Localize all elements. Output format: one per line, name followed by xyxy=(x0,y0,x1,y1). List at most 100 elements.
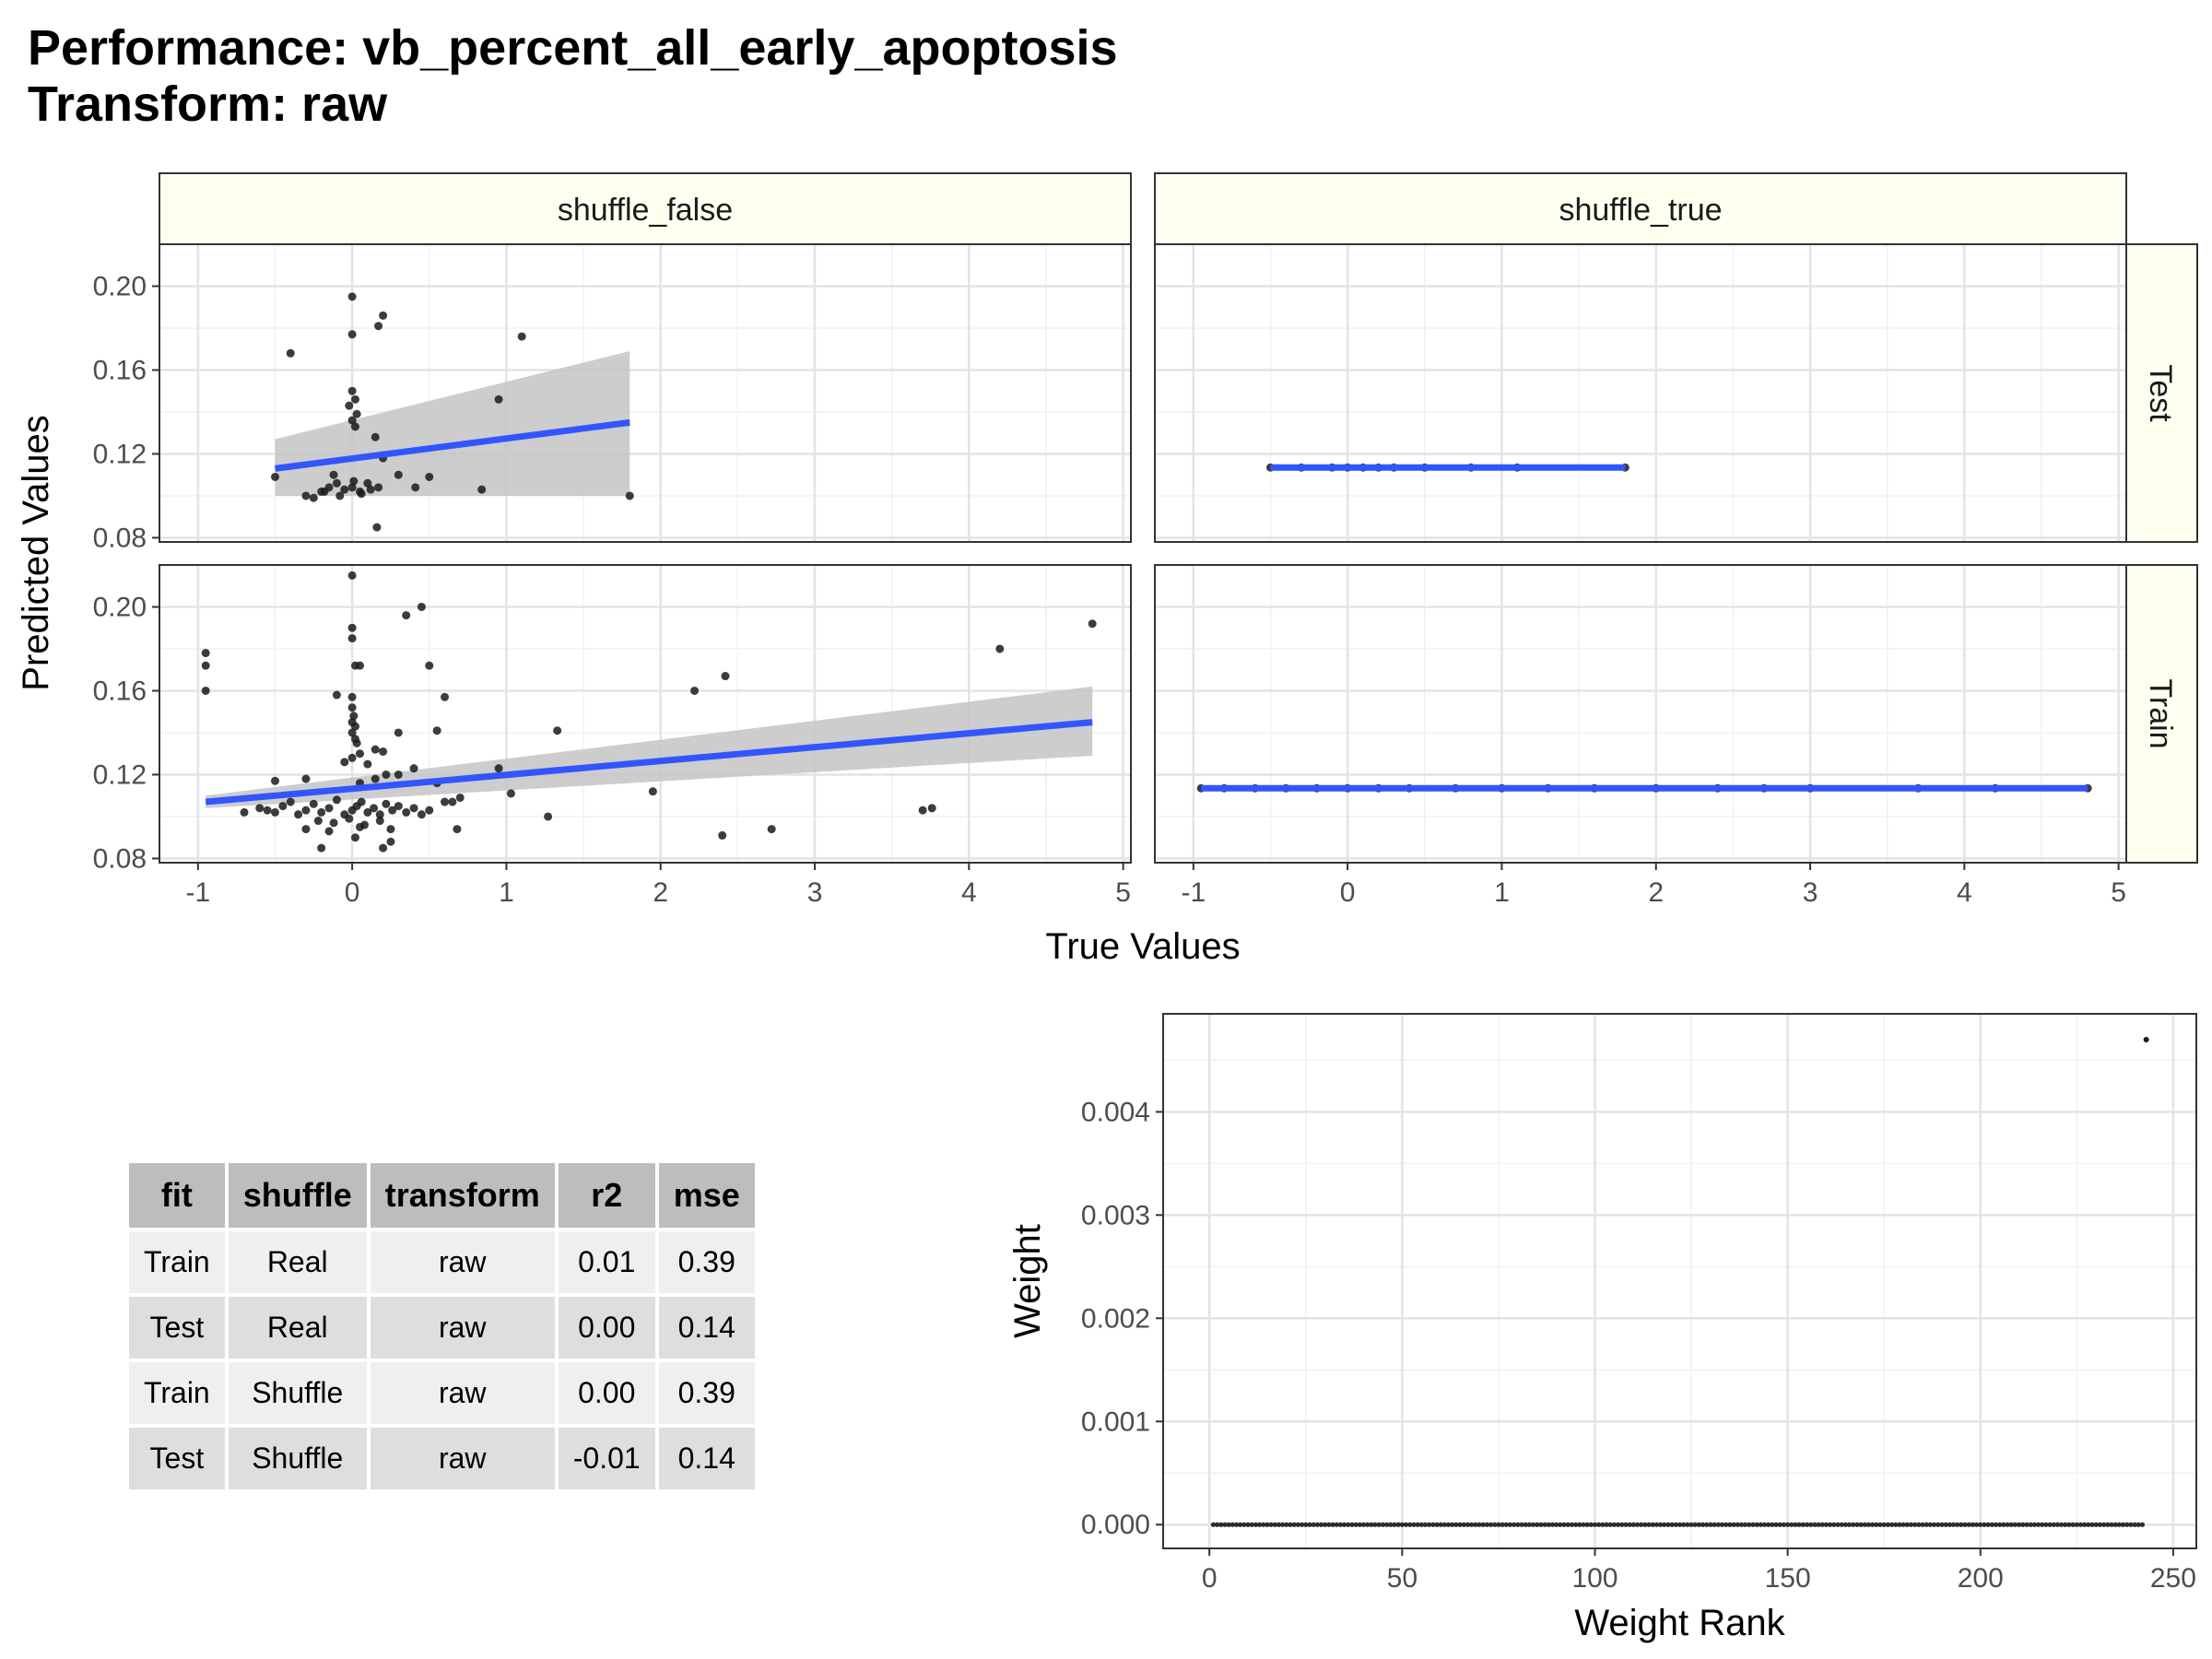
data-point xyxy=(350,833,359,842)
weight-point xyxy=(1908,1522,1914,1527)
weight-point xyxy=(2077,1522,2084,1527)
weight-point xyxy=(1469,1522,1475,1527)
data-point xyxy=(494,764,503,773)
weight-point xyxy=(1384,1522,1390,1527)
weight-point xyxy=(1226,1522,1231,1527)
weight-point xyxy=(1450,1522,1455,1527)
weight-point xyxy=(1430,1522,1436,1527)
weight-point xyxy=(1523,1522,1528,1527)
weight-point xyxy=(1477,1522,1482,1527)
weight-point xyxy=(1669,1522,1675,1527)
weight-point xyxy=(2035,1522,2041,1527)
table-cell: 0.00 xyxy=(558,1362,655,1424)
weight-point xyxy=(1688,1522,1694,1527)
x-tick-label: 4 xyxy=(1957,877,1972,908)
data-point xyxy=(625,491,634,500)
weight-point xyxy=(1970,1522,1975,1527)
weight-point xyxy=(1973,1522,1980,1527)
data-point xyxy=(374,483,383,492)
weight-point xyxy=(1238,1522,1243,1527)
table-cell: 0.39 xyxy=(658,1362,755,1424)
table-cell: 0.39 xyxy=(658,1231,755,1293)
weight-point xyxy=(1453,1522,1459,1527)
y-tick-label: 0.001 xyxy=(1081,1406,1150,1437)
data-point xyxy=(441,692,450,701)
x-tick-label: 2 xyxy=(1648,877,1664,908)
table-cell: Test xyxy=(129,1428,225,1489)
weight-point xyxy=(1388,1522,1394,1527)
data-point xyxy=(355,822,364,831)
table-cell: raw xyxy=(370,1362,555,1424)
weight-point xyxy=(2120,1522,2126,1527)
data-point xyxy=(417,602,426,611)
data-point xyxy=(309,799,318,808)
weight-point xyxy=(1554,1522,1559,1527)
weight-point xyxy=(1341,1522,1347,1527)
data-point xyxy=(372,523,382,532)
table-cell: raw xyxy=(370,1231,555,1293)
data-point xyxy=(363,759,372,769)
facet-strip-label: Test xyxy=(2143,364,2178,422)
weight-point xyxy=(1403,1522,1409,1527)
weight-point xyxy=(1812,1522,1818,1527)
data-point xyxy=(370,804,379,813)
weight-point xyxy=(1441,1522,1447,1527)
weight-point xyxy=(1581,1522,1586,1527)
data-point xyxy=(347,416,357,425)
weight-point xyxy=(1303,1522,1309,1527)
weight-point xyxy=(1519,1522,1524,1527)
weight-point xyxy=(2016,1522,2022,1527)
weight-point xyxy=(1747,1522,1752,1527)
data-point xyxy=(379,747,388,756)
weight-point xyxy=(1218,1522,1224,1527)
table-cell: 0.14 xyxy=(658,1428,755,1489)
weight-point xyxy=(2040,1522,2045,1527)
data-point xyxy=(201,649,210,658)
weight-point xyxy=(1422,1522,1429,1527)
data-point xyxy=(690,686,700,695)
weight-point xyxy=(2124,1522,2130,1527)
weight-point xyxy=(2031,1522,2037,1527)
weight-point xyxy=(1558,1522,1563,1527)
weight-point xyxy=(1411,1522,1417,1527)
chart-title: Performance: vb_percent_all_early_apopto… xyxy=(28,20,1118,76)
weight-point xyxy=(1230,1522,1235,1527)
facet-strip-label: shuffle_false xyxy=(558,193,733,228)
weight-point xyxy=(1897,1522,1902,1527)
weight-point xyxy=(1577,1522,1583,1527)
data-point xyxy=(309,493,318,502)
weight-point xyxy=(1210,1522,1216,1527)
table-cell: raw xyxy=(370,1297,555,1359)
x-tick-label: 4 xyxy=(961,877,977,908)
data-point xyxy=(347,330,357,339)
y-tick-label: 0.12 xyxy=(93,439,147,469)
weight-point xyxy=(2112,1522,2118,1527)
weight-point xyxy=(1978,1522,1983,1527)
weight-point xyxy=(1823,1522,1830,1527)
data-point xyxy=(320,487,329,496)
weight-point xyxy=(1727,1522,1733,1527)
weight-point xyxy=(1881,1522,1887,1527)
weight-point xyxy=(1959,1522,1964,1527)
data-point xyxy=(355,661,364,670)
weight-point xyxy=(1677,1522,1683,1527)
data-point xyxy=(349,712,359,721)
weight-point xyxy=(2059,1522,2065,1527)
weight-point xyxy=(1793,1522,1798,1527)
weight-point xyxy=(1376,1522,1382,1527)
weight-point xyxy=(1484,1522,1489,1527)
weight-point xyxy=(1588,1522,1594,1527)
weight-point xyxy=(1445,1522,1452,1527)
data-point xyxy=(324,804,334,813)
weight-point xyxy=(1685,1522,1690,1527)
data-point xyxy=(335,491,345,500)
weight-point xyxy=(2028,1522,2033,1527)
weight-point xyxy=(2074,1522,2079,1527)
weight-point xyxy=(1885,1522,1890,1527)
weight-point xyxy=(1457,1522,1463,1527)
weight-point xyxy=(1600,1522,1606,1527)
table-cell: -0.01 xyxy=(558,1428,655,1489)
data-point xyxy=(357,489,366,499)
weight-point xyxy=(1989,1522,1994,1527)
